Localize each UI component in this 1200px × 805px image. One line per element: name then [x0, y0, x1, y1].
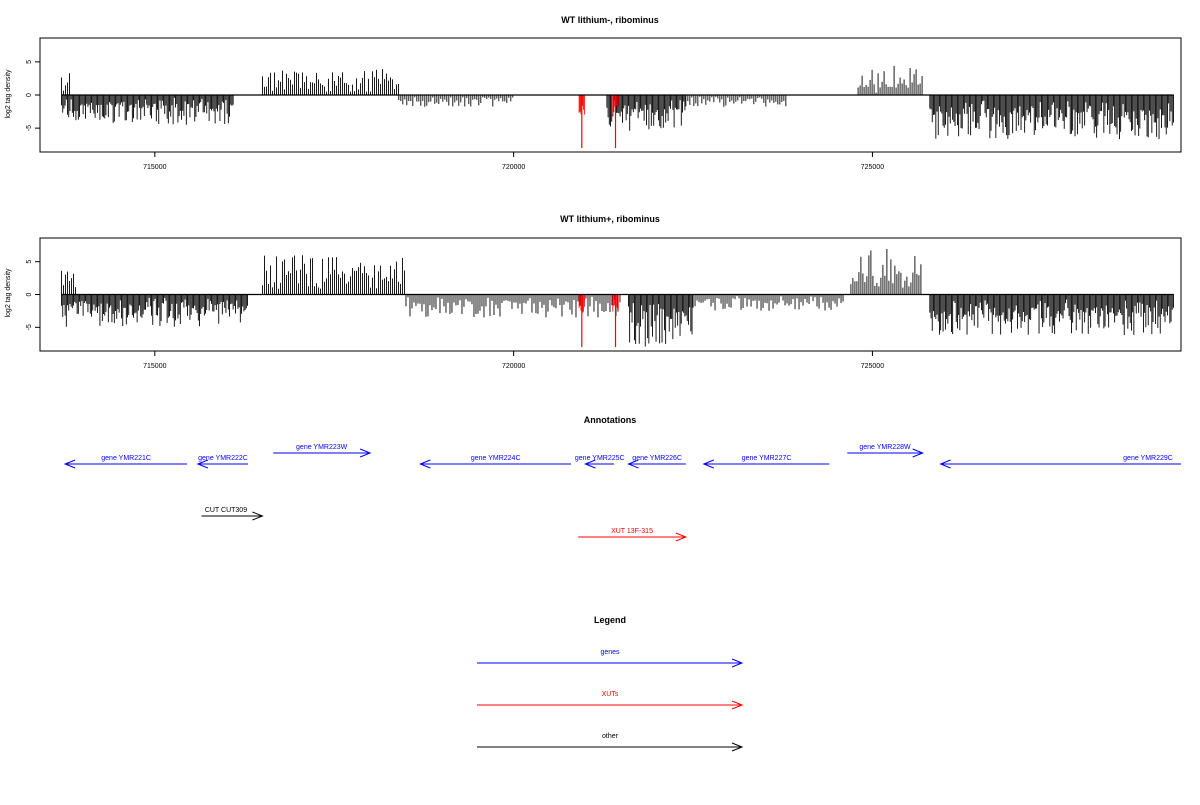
feature-gene: gene YMR225C — [575, 455, 625, 469]
legend-arrow-head — [731, 700, 744, 710]
feature-arrow-head — [196, 459, 209, 469]
feature-label: gene YMR223W — [296, 444, 348, 451]
legend-label: genes — [600, 649, 620, 656]
feature-arrow-head — [939, 459, 951, 469]
legend-arrow-head — [731, 658, 744, 668]
feature-arrows: gene YMR221C gene YMR222C gene YMR223W gene… — [63, 444, 1181, 542]
coverage-panel-lithium-plus: WT lithium+, ribominus log2 tag density … — [5, 214, 1182, 370]
annotations-track: Annotations gene YMR221C gene YMR222Cgene… — [63, 415, 1181, 542]
panel-title: WT lithium-, ribominus — [561, 15, 659, 25]
feature-gene: gene YMR221C — [63, 455, 188, 469]
feature-gene: gene YMR222C — [196, 455, 249, 469]
legend-arrow-head — [731, 742, 744, 752]
feature-gene: gene YMR226C — [627, 455, 686, 469]
feature-label: CUT CUT309 — [205, 507, 247, 514]
coverage-bars — [61, 248, 1174, 347]
x-axis: 715000 720000 725000 — [143, 351, 884, 370]
feature-arrow-head — [418, 459, 431, 469]
x-tick-label: 725000 — [861, 164, 884, 171]
feature-label: gene YMR229C — [1123, 455, 1173, 462]
feature-arrow-head — [584, 459, 596, 469]
legend-label: XUTs — [602, 691, 619, 698]
feature-label: gene YMR222C — [198, 455, 248, 462]
feature-label: gene YMR227C — [742, 455, 792, 462]
x-axis: 715000 720000 725000 — [143, 152, 884, 171]
y-tick-label: -5 — [26, 324, 33, 330]
feature-arrow-head — [63, 459, 76, 469]
feature-label: gene YMR221C — [101, 455, 151, 462]
legend-entries: genes XUTs other — [477, 649, 744, 752]
x-tick-label: 720000 — [502, 164, 525, 171]
feature-arrow-head — [675, 532, 688, 542]
annotations-title: Annotations — [584, 415, 637, 425]
feature-other: CUT CUT309 — [201, 507, 264, 521]
y-tick-label: -5 — [26, 125, 33, 131]
legend: Legend genes XUTs other — [477, 615, 744, 752]
feature-label: gene YMR226C — [632, 455, 682, 462]
feature-xut: XUT 13F-315 — [578, 528, 688, 542]
y-tick-label: 0 — [26, 93, 33, 97]
coverage-panel-lithium-minus: WT lithium-, ribominus log2 tag density … — [5, 15, 1182, 171]
y-tick-label: 5 — [26, 260, 33, 264]
feature-gene: gene YMR223W — [273, 444, 372, 458]
y-axis: -5 0 5 — [26, 60, 40, 131]
feature-arrow-head — [359, 448, 372, 458]
feature-label: gene YMR228W — [859, 444, 911, 451]
x-tick-label: 725000 — [861, 363, 884, 370]
feature-gene: gene YMR228W — [847, 444, 925, 458]
feature-arrow-head — [912, 448, 925, 458]
feature-gene: gene YMR227C — [702, 455, 830, 469]
feature-label: gene YMR224C — [471, 455, 521, 462]
feature-label: XUT 13F-315 — [611, 528, 653, 535]
coverage-bars — [61, 65, 1174, 148]
y-axis-label: log2 tag density — [5, 268, 12, 318]
y-axis: -5 0 5 — [26, 260, 40, 330]
legend-label: other — [602, 733, 619, 740]
x-tick-label: 715000 — [143, 164, 166, 171]
legend-entry: other — [477, 733, 744, 752]
feature-arrow-head — [627, 459, 639, 469]
feature-label: gene YMR225C — [575, 455, 625, 462]
panel-title: WT lithium+, ribominus — [560, 214, 660, 224]
feature-arrow-head — [702, 459, 714, 469]
legend-title: Legend — [594, 615, 626, 625]
feature-gene: gene YMR229C — [939, 455, 1181, 469]
legend-entry: genes — [477, 649, 744, 668]
x-tick-label: 715000 — [143, 363, 166, 370]
legend-entry: XUTs — [477, 691, 744, 710]
feature-gene: gene YMR224C — [418, 455, 572, 469]
y-tick-label: 5 — [26, 60, 33, 64]
y-axis-label: log2 tag density — [5, 69, 12, 119]
y-tick-label: 0 — [26, 292, 33, 296]
feature-arrow-head — [252, 511, 264, 521]
x-tick-label: 720000 — [502, 363, 525, 370]
